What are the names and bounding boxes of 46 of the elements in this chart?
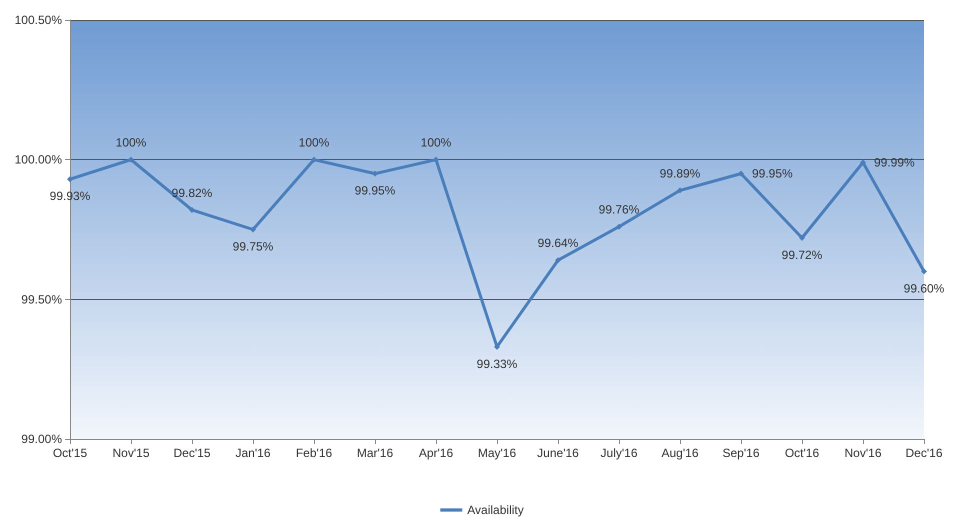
legend-label: Availability <box>467 503 524 517</box>
data-label: 100% <box>420 136 452 150</box>
point <box>921 268 927 274</box>
data-label: 100% <box>298 136 330 150</box>
y-tick-label: 100.00% <box>14 152 62 167</box>
data-label: 99.60% <box>904 281 945 296</box>
data-label: 99.95% <box>354 184 396 198</box>
point <box>311 156 317 163</box>
x-tick-label: Feb'16 <box>296 446 332 460</box>
point <box>860 159 866 166</box>
data-label: 99.75% <box>232 240 274 254</box>
point <box>67 176 73 182</box>
x-tick-label: Nov'16 <box>844 446 882 460</box>
x-tick-label: June'16 <box>537 446 580 460</box>
y-tick-label: 99.50% <box>21 292 62 306</box>
y-tick-label: 99.00% <box>21 432 62 446</box>
data-label: 99.64% <box>538 236 579 250</box>
x-tick-label: Mar'16 <box>356 446 394 460</box>
data-label: 99.72% <box>782 248 823 262</box>
x-tick-label: Apr'16 <box>418 446 454 460</box>
x-tick-label: Oct'15 <box>52 446 88 460</box>
point <box>616 224 622 230</box>
x-tick-label: Dec'16 <box>906 446 943 460</box>
x-tick-label: Nov'15 <box>112 446 150 460</box>
point <box>189 206 195 213</box>
x-tick-label: Dec'15 <box>174 446 211 460</box>
data-label: 99.82% <box>172 186 213 200</box>
data-label: 99.99% <box>874 155 916 170</box>
point <box>677 187 683 194</box>
point <box>128 156 134 163</box>
y-tick-label: 100.50% <box>14 13 62 27</box>
x-tick-label: Sep'16 <box>722 446 760 460</box>
point <box>799 234 805 241</box>
data-label: 99.33% <box>476 356 518 371</box>
point <box>250 226 256 232</box>
data-label: 100% <box>116 136 147 150</box>
point <box>738 170 744 177</box>
x-tick-label: Oct'16 <box>784 446 820 460</box>
x-tick-label: Jan'16 <box>236 446 271 460</box>
data-label: 99.89% <box>660 166 701 180</box>
x-tick-label: May'16 <box>478 446 516 460</box>
data-label: 99.76% <box>598 202 640 217</box>
x-tick-label: Aug'16 <box>662 446 699 460</box>
data-label: 99.95% <box>752 166 794 181</box>
point <box>555 257 561 264</box>
x-tick-label: July'16 <box>600 446 638 460</box>
